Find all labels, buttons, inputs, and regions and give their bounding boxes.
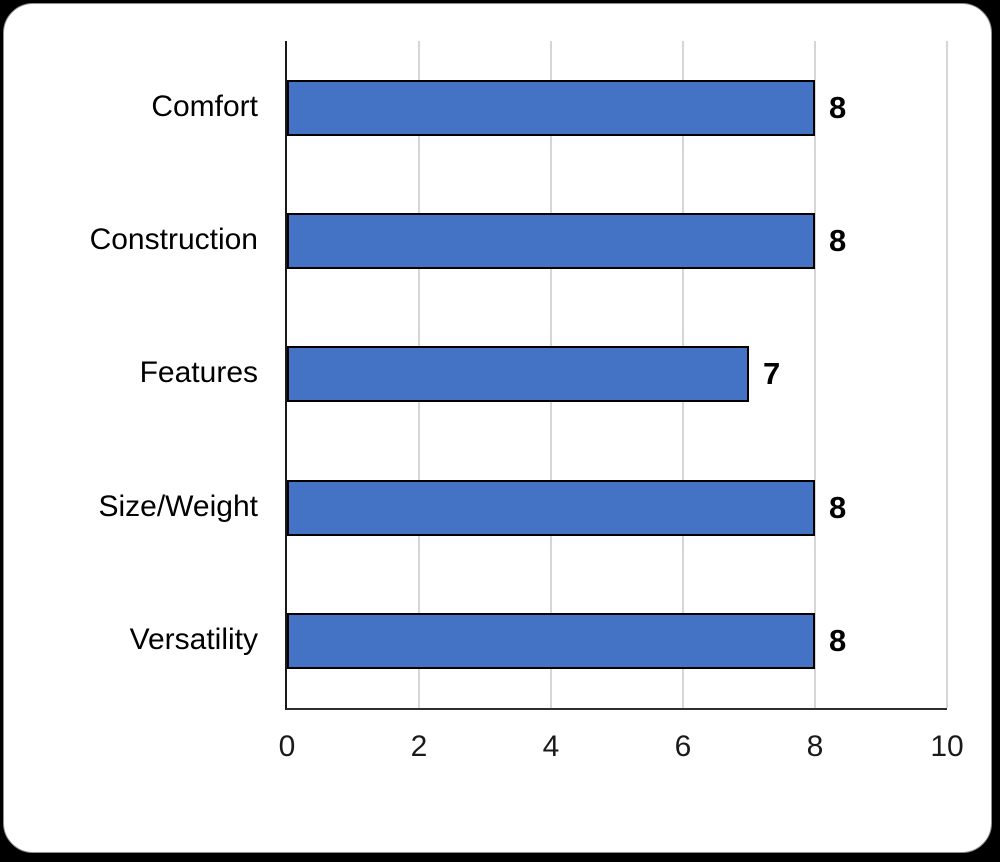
category-label: Size/Weight [98,489,258,523]
category-label: Features [139,356,258,390]
x-tick-label-10: 10 [930,730,964,763]
category-label: Comfort [151,89,258,123]
bar [287,79,815,136]
data-label: 7 [763,356,781,392]
x-tick-label-2: 2 [410,730,428,763]
category-label: Versatility [129,623,258,657]
bar [287,613,815,670]
data-label: 8 [829,222,847,258]
gridline-x-8 [814,41,816,708]
data-label: 8 [829,623,847,659]
bar [287,213,815,270]
x-tick-label-6: 6 [674,730,692,763]
bar [287,346,749,403]
bar [287,479,815,536]
chart-card: 0 2 4 6 8 10 Comfort 8 Construction 8 Features 7 Siz… [3,3,992,853]
data-label: 8 [829,489,847,525]
x-tick-label-0: 0 [278,730,296,763]
plot-area: 0 2 4 6 8 10 Comfort 8 Construction 8 Features 7 Siz… [90,41,964,762]
bar-row: Versatility 8 [130,575,947,708]
bar-row: Size/Weight 8 [98,441,947,574]
bar-row: Features 7 [140,308,947,441]
bar-row: Construction 8 [90,174,947,307]
data-label: 8 [829,89,847,125]
x-tick-label-4: 4 [542,730,560,763]
x-tick-label-8: 8 [806,730,824,763]
bar-row: Comfort 8 [151,41,947,174]
category-label: Construction [89,222,258,256]
gridline-x-10 [946,41,948,708]
